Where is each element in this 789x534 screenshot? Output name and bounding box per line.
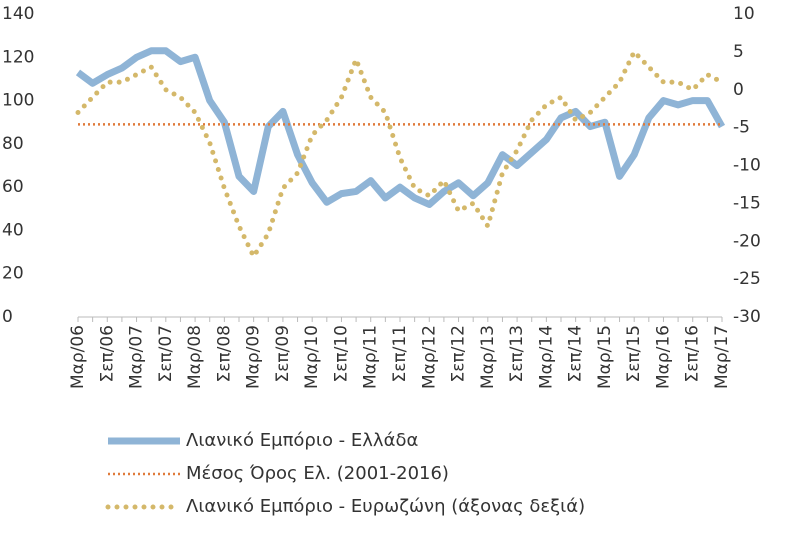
x-tick-label: Σεπ/06: [97, 325, 117, 383]
y2-tick-label: 0: [733, 80, 744, 100]
x-tick-label: Μαρ/09: [244, 325, 264, 389]
y-tick-label: 80: [2, 134, 24, 154]
x-tick-label: Μαρ/15: [595, 325, 615, 389]
x-tick-label: Σεπ/12: [449, 325, 469, 383]
legend-label: Μέσος Όρος Ελ. (2001-2016): [186, 463, 449, 484]
y-tick-label: 100: [2, 91, 34, 111]
y-tick-label: 20: [2, 264, 24, 284]
x-tick-label: Μαρ/07: [127, 325, 147, 389]
x-tick-label: Μαρ/10: [302, 325, 322, 389]
y2-tick-label: -15: [733, 193, 761, 213]
y-tick-label: 40: [2, 220, 24, 240]
x-tick-label: Σεπ/15: [624, 325, 644, 383]
y-tick-label: 120: [2, 47, 34, 67]
y2-tick-label: -10: [733, 156, 761, 176]
x-tick-label: Μαρ/06: [68, 325, 88, 389]
x-tick-label: Σεπ/11: [390, 325, 410, 383]
x-tick-label: Σεπ/16: [683, 325, 703, 383]
y2-tick-label: -20: [733, 231, 761, 251]
legend-label: Λιανικό Εμπόριο - Ελλάδα: [186, 430, 418, 451]
x-tick-label: Μαρ/13: [478, 325, 498, 389]
x-tick-label: Σεπ/14: [566, 325, 586, 383]
x-tick-label: Μαρ/11: [361, 325, 381, 389]
legend-label: Λιανικό Εμπόριο - Ευρωζώνη (άξονας δεξιά…: [186, 496, 585, 517]
x-tick-label: Σεπ/10: [331, 325, 351, 383]
y-tick-label: 0: [2, 307, 13, 327]
x-tick-label: Μαρ/14: [536, 325, 556, 389]
x-tick-label: Σεπ/13: [507, 325, 527, 383]
x-tick-label: Μαρ/08: [185, 325, 205, 389]
y2-tick-label: -25: [733, 269, 761, 289]
y-tick-label: 60: [2, 177, 24, 197]
x-tick-label: Σεπ/08: [214, 325, 234, 383]
x-tick-label: Μαρ/16: [653, 325, 673, 389]
y2-tick-label: -5: [733, 118, 750, 138]
y-tick-label: 140: [2, 4, 34, 24]
x-tick-label: Μαρ/12: [419, 325, 439, 389]
x-tick-label: Μαρ/17: [712, 325, 732, 389]
y2-tick-label: 10: [733, 4, 755, 24]
x-tick-label: Σεπ/07: [156, 325, 176, 383]
series-line: [75, 47, 726, 208]
y2-tick-label: -30: [733, 307, 761, 327]
y2-tick-label: 5: [733, 42, 744, 62]
x-tick-label: Σεπ/09: [273, 325, 293, 383]
series-line: [75, 49, 725, 259]
